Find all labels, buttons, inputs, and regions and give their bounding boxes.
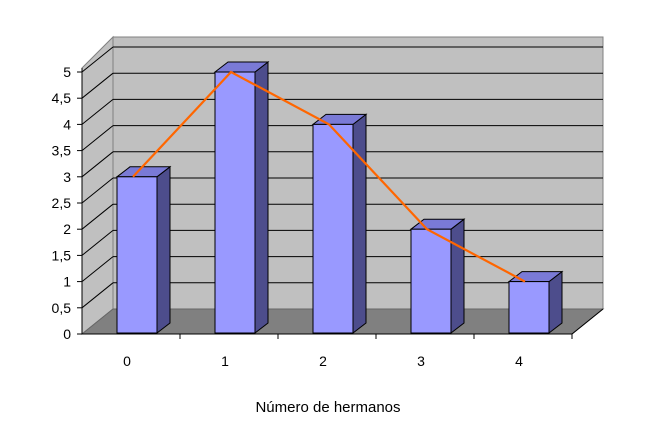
bar-front — [410, 228, 452, 334]
gridline-side — [81, 230, 114, 256]
x-tick-label: 3 — [417, 353, 425, 369]
gridline-side — [81, 151, 114, 178]
x-tick-label: 4 — [515, 353, 523, 369]
y-tick-label: 1,5 — [52, 247, 72, 263]
x-tick-label: 2 — [319, 353, 327, 369]
bar-front — [116, 176, 158, 334]
bar-side — [254, 60, 269, 335]
bar-side — [548, 270, 563, 335]
y-tick-labels: 0 0,5 1 1,5 2 2,5 3 3,5 4 4,5 5 — [52, 64, 72, 342]
y-tick-label: 0 — [63, 326, 71, 342]
gridline-side — [81, 72, 114, 99]
y-tick-label: 4,5 — [52, 90, 72, 106]
gridline-side — [81, 203, 114, 230]
gridline-side — [81, 46, 114, 73]
gridline-side — [81, 256, 114, 282]
x-axis-title: Número de hermanos — [255, 399, 400, 416]
bar — [507, 270, 564, 335]
bar-side — [352, 113, 367, 335]
y-tick-label: 1 — [63, 274, 71, 290]
x-tick-label: 1 — [221, 353, 229, 369]
bar-front — [312, 123, 354, 334]
bar-side — [156, 165, 171, 335]
y-tick-label: 3,5 — [52, 143, 72, 159]
x-tick-label: 0 — [123, 353, 131, 369]
bar — [409, 218, 466, 335]
bar-front — [508, 281, 550, 334]
bar — [311, 113, 368, 335]
gridline-side — [81, 125, 114, 151]
y-tick-label: 2 — [63, 221, 71, 237]
y-tick-label: 3 — [63, 169, 71, 185]
overlay-line — [132, 70, 526, 283]
trend-line — [132, 70, 526, 283]
side-wall — [81, 35, 114, 336]
y-tick-label: 5 — [63, 64, 71, 80]
bar-front — [214, 71, 256, 334]
floor-edge — [571, 308, 604, 335]
y-tick-label: 4 — [63, 116, 71, 132]
y-tick-label: 0,5 — [52, 300, 72, 316]
x-tick-labels: 0 1 2 3 4 — [123, 353, 523, 369]
gridline-side — [81, 99, 114, 125]
axes — [77, 68, 604, 339]
bar — [115, 165, 172, 335]
bar — [213, 60, 270, 335]
bar-side — [450, 218, 465, 335]
y-tick-label: 2,5 — [52, 195, 72, 211]
gridline-side — [81, 177, 114, 204]
gridline-side — [81, 282, 114, 309]
